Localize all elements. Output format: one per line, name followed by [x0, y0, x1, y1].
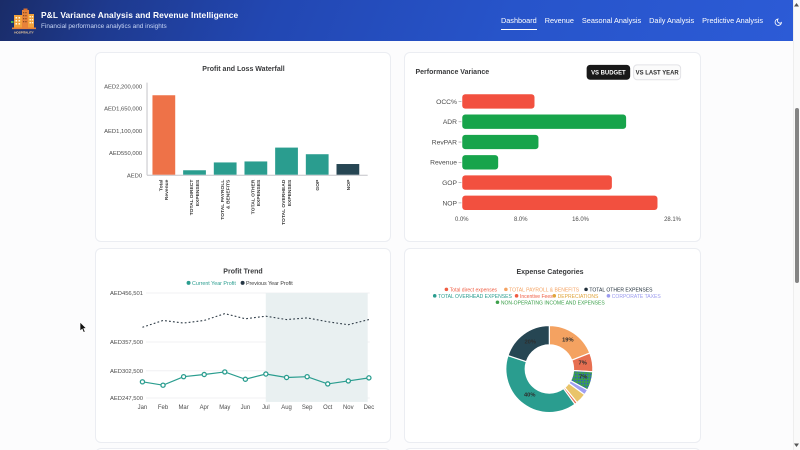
svg-text:7%: 7% — [579, 360, 587, 366]
svg-text:AED2,200,000: AED2,200,000 — [104, 84, 143, 90]
svg-text:EXPENSES: EXPENSES — [195, 179, 201, 206]
svg-text:AED302,500: AED302,500 — [110, 369, 144, 375]
svg-text:OCC%: OCC% — [436, 99, 457, 106]
svg-text:20%: 20% — [524, 340, 535, 346]
svg-text:EXPENSES: EXPENSES — [287, 179, 293, 206]
svg-text:Total direct expenses: Total direct expenses — [450, 288, 498, 294]
svg-text:RevPAR: RevPAR — [432, 139, 457, 146]
svg-text:AED550,000: AED550,000 — [109, 151, 143, 157]
svg-text:Profit Trend: Profit Trend — [223, 269, 262, 276]
svg-text:Nov: Nov — [343, 405, 354, 411]
svg-text:AED357,500: AED357,500 — [110, 340, 144, 346]
svg-text:TOTAL DIRECT: TOTAL DIRECT — [189, 180, 195, 216]
svg-text:TOTAL OTHER EXPENSES: TOTAL OTHER EXPENSES — [589, 288, 653, 294]
svg-text:NOP: NOP — [442, 200, 457, 207]
svg-text:Apr: Apr — [200, 405, 209, 411]
svg-text:Revenue: Revenue — [430, 160, 457, 167]
svg-text:Jun: Jun — [241, 405, 251, 411]
svg-text:& BENEFITS: & BENEFITS — [226, 179, 232, 209]
svg-text:Dec: Dec — [364, 405, 375, 411]
svg-text:May: May — [219, 405, 230, 411]
svg-text:28.1%: 28.1% — [664, 217, 682, 223]
svg-text:AED0: AED0 — [127, 173, 143, 179]
svg-text:TOTAL OVERHEAD: TOTAL OVERHEAD — [281, 179, 287, 225]
svg-text:TOTAL PAYROLL: TOTAL PAYROLL — [220, 180, 226, 220]
svg-text:Mar: Mar — [179, 405, 189, 411]
svg-text:TOTAL OTHER: TOTAL OTHER — [250, 179, 256, 214]
svg-text:TOTAL PAYROLL & BENEFITS: TOTAL PAYROLL & BENEFITS — [509, 288, 580, 294]
svg-text:Current Year Profit: Current Year Profit — [192, 281, 236, 287]
svg-text:GOP: GOP — [442, 180, 457, 187]
svg-text:VS LAST YEAR: VS LAST YEAR — [636, 71, 680, 77]
svg-text:0.0%: 0.0% — [455, 217, 469, 223]
svg-text:8.0%: 8.0% — [514, 217, 528, 223]
svg-text:TOTAL OVERHEAD EXPENSES: TOTAL OVERHEAD EXPENSES — [438, 294, 512, 300]
svg-text:Incentive Fees: Incentive Fees — [520, 294, 553, 300]
svg-text:Performance Variance: Performance Variance — [415, 69, 489, 76]
svg-text:AED456,501: AED456,501 — [110, 291, 143, 297]
svg-text:Profit and Loss Waterfall: Profit and Loss Waterfall — [202, 66, 284, 73]
svg-text:7%: 7% — [579, 375, 587, 381]
svg-text:16.0%: 16.0% — [572, 217, 590, 223]
svg-text:Expense Categories: Expense Categories — [516, 269, 583, 276]
svg-text:AED1,100,000: AED1,100,000 — [104, 129, 143, 135]
svg-text:Jul: Jul — [262, 405, 270, 411]
svg-text:ADR: ADR — [443, 119, 457, 126]
svg-text:Total: Total — [158, 179, 164, 191]
svg-text:Jan: Jan — [138, 405, 148, 411]
svg-text:DEPRECIATIONS: DEPRECIATIONS — [558, 294, 599, 300]
svg-text:AED247,500: AED247,500 — [110, 396, 144, 402]
svg-text:HOSPITALITY: HOSPITALITY — [14, 31, 34, 35]
svg-text:Revenue: Revenue — [164, 179, 170, 200]
svg-text:VS BUDGET: VS BUDGET — [591, 71, 626, 77]
svg-text:19%: 19% — [562, 338, 573, 344]
svg-text:Sep: Sep — [302, 405, 313, 411]
svg-text:AED1,650,000: AED1,650,000 — [104, 107, 143, 113]
svg-text:Feb: Feb — [158, 405, 169, 411]
svg-text:CORPORATE TAXES: CORPORATE TAXES — [612, 294, 662, 300]
svg-text:40%: 40% — [524, 392, 535, 398]
svg-text:Previous Year Profit: Previous Year Profit — [246, 281, 293, 287]
svg-text:NON-OPERATING INCOME AND EXPEN: NON-OPERATING INCOME AND EXPENSES — [501, 300, 606, 306]
svg-text:Oct: Oct — [323, 405, 333, 411]
svg-text:EXPENSES: EXPENSES — [256, 179, 262, 206]
svg-text:Aug: Aug — [281, 405, 292, 411]
svg-text:NOP: NOP — [346, 179, 352, 190]
svg-text:GOP: GOP — [315, 179, 321, 191]
